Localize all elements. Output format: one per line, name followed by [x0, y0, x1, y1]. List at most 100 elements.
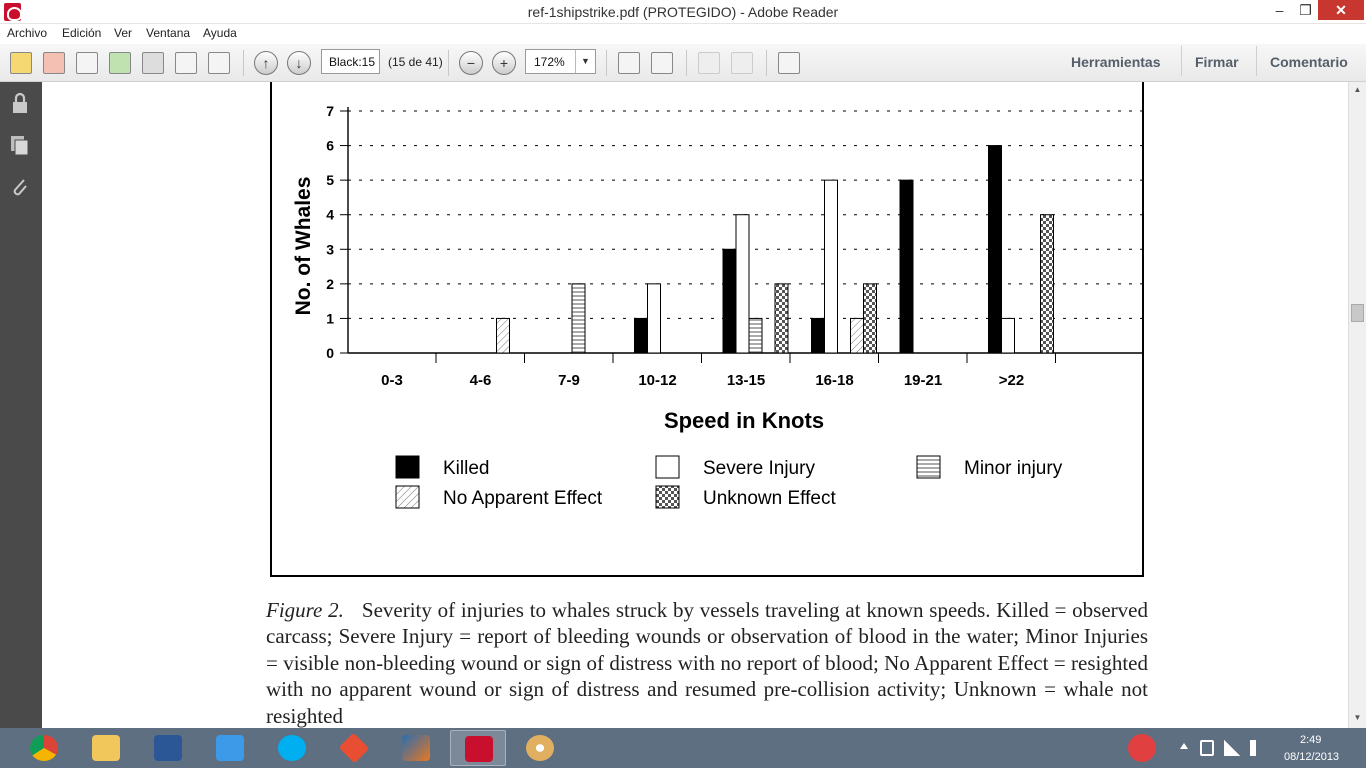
adobe-reader-icon	[4, 3, 22, 21]
legend-swatch	[655, 455, 680, 479]
menu-archivo[interactable]: Archivo	[7, 26, 48, 40]
toolbar-divider	[606, 50, 607, 76]
bar	[824, 179, 838, 354]
legend-label: No Apparent Effect	[443, 488, 603, 509]
highlight-icon[interactable]	[731, 52, 753, 74]
upload-icon[interactable]	[109, 52, 131, 74]
maximize-button[interactable]: ❐	[1299, 2, 1312, 18]
bar	[899, 179, 914, 354]
lock-icon[interactable]	[9, 92, 31, 114]
y-tick-label: 5	[326, 172, 334, 188]
sign-link[interactable]: Firmar	[1195, 54, 1239, 70]
bar	[735, 214, 750, 354]
fit-page-icon[interactable]	[618, 52, 640, 74]
toolbar-divider	[686, 50, 687, 76]
zoom-in-button[interactable]: +	[492, 51, 516, 75]
dropbox-icon	[216, 735, 244, 761]
explorer-task[interactable]	[78, 730, 134, 766]
bar	[748, 317, 763, 354]
git-icon	[338, 732, 370, 764]
scroll-down-button[interactable]: ▼	[1353, 713, 1362, 722]
matlab-task[interactable]	[388, 730, 444, 766]
page-number-input[interactable]: Black:15	[321, 49, 380, 74]
chrome-task[interactable]	[16, 730, 72, 766]
x-axis-label: Speed in Knots	[664, 408, 824, 433]
menu-ventana[interactable]: Ventana	[146, 26, 191, 40]
vertical-scrollbar[interactable]: ▲ ▼	[1348, 82, 1366, 728]
git-task[interactable]	[326, 730, 382, 766]
clock-time[interactable]: 2:49	[1300, 734, 1322, 746]
zoom-select[interactable]: 172% ▼	[525, 49, 596, 74]
bars	[496, 145, 1054, 354]
comment-link[interactable]: Comentario	[1270, 54, 1348, 70]
y-tick-label: 7	[326, 103, 334, 119]
clock-date[interactable]: 08/12/2013	[1284, 751, 1340, 763]
previous-page-button[interactable]: ↑	[254, 51, 278, 75]
toolbar: ↑ ↓ − +	[0, 44, 1366, 82]
legend-swatch	[916, 455, 941, 479]
close-button[interactable]: ✕	[1318, 0, 1364, 20]
minimize-button[interactable]: –	[1275, 2, 1284, 18]
bar	[722, 248, 737, 354]
bar	[850, 317, 864, 354]
x-tick-label: 10-12	[638, 372, 676, 389]
menu-bar: Archivo Edición Ver Ventana Ayuda	[0, 24, 1366, 44]
y-tick-label: 3	[326, 241, 334, 257]
notification-icon[interactable]	[1128, 734, 1156, 762]
toolbar-divider	[243, 50, 244, 76]
menu-ver[interactable]: Ver	[114, 26, 133, 40]
word-icon	[154, 735, 182, 761]
bar	[571, 283, 586, 354]
save-icon[interactable]	[142, 52, 164, 74]
volume-icon[interactable]	[1250, 740, 1264, 756]
paint-task[interactable]	[512, 730, 568, 766]
paint-icon	[526, 735, 554, 761]
scroll-thumb[interactable]	[1351, 304, 1364, 322]
create-icon[interactable]	[10, 52, 32, 74]
bar	[496, 317, 510, 354]
chevron-up-icon[interactable]	[1180, 743, 1188, 749]
pages-icon[interactable]	[9, 134, 31, 156]
fit-width-icon[interactable]	[651, 52, 673, 74]
word-task[interactable]	[140, 730, 196, 766]
title-bar: ref-1shipstrike.pdf (PROTEGIDO) - Adobe …	[0, 0, 1366, 24]
attachment-icon[interactable]	[9, 176, 31, 198]
page-count: (15 de 41)	[388, 55, 443, 69]
x-tick-label: 13-15	[727, 372, 765, 389]
x-tick-label: 0-3	[381, 372, 403, 389]
document-view: 0 1 2 3 4 5 6 7 0-3 4-6 7-9 10-12 13-15 16-18 19-21 >22…	[42, 82, 1348, 728]
bar	[1040, 214, 1054, 354]
y-axis-label: No. of Whales	[292, 177, 315, 316]
print-icon[interactable]	[175, 52, 197, 74]
tools-link[interactable]: Herramientas	[1071, 54, 1161, 70]
fullscreen-icon[interactable]	[778, 52, 800, 74]
battery-icon[interactable]	[1200, 740, 1214, 756]
next-page-button[interactable]: ↓	[287, 51, 311, 75]
tick-labels: 0 1 2 3 4 5 6 7 0-3 4-6 7-9 10-12 13-15 16-18 19-21 >22	[326, 103, 1024, 389]
window-title: ref-1shipstrike.pdf (PROTEGIDO) - Adobe …	[527, 4, 839, 20]
legend-label: Severe Injury	[703, 458, 815, 479]
y-tick-label: 4	[326, 207, 334, 223]
legend-swatch	[395, 485, 420, 509]
comment-bubble-icon[interactable]	[698, 52, 720, 74]
skype-task[interactable]	[264, 730, 320, 766]
mail-icon[interactable]	[208, 52, 230, 74]
dropbox-task[interactable]	[202, 730, 258, 766]
scroll-up-button[interactable]: ▲	[1353, 85, 1362, 94]
legend-label: Unknown Effect	[703, 488, 836, 509]
chevron-down-icon[interactable]: ▼	[575, 50, 595, 73]
signal-icon[interactable]	[1224, 740, 1240, 756]
zoom-out-button[interactable]: −	[459, 51, 483, 75]
menu-ayuda[interactable]: Ayuda	[203, 26, 237, 40]
x-tick-label: 7-9	[558, 372, 580, 389]
skype-icon	[278, 735, 306, 761]
legend: Killed Severe Injury Minor injury No Appare…	[395, 455, 1063, 509]
menu-edicion[interactable]: Edición	[62, 26, 102, 40]
x-tick-label: 4-6	[470, 372, 492, 389]
legend-label: Minor injury	[964, 458, 1063, 479]
edit-icon[interactable]	[76, 52, 98, 74]
combine-icon[interactable]	[43, 52, 65, 74]
y-tick-label: 1	[326, 310, 334, 326]
taskbar	[0, 728, 1366, 768]
adobe-reader-task[interactable]	[450, 730, 506, 766]
